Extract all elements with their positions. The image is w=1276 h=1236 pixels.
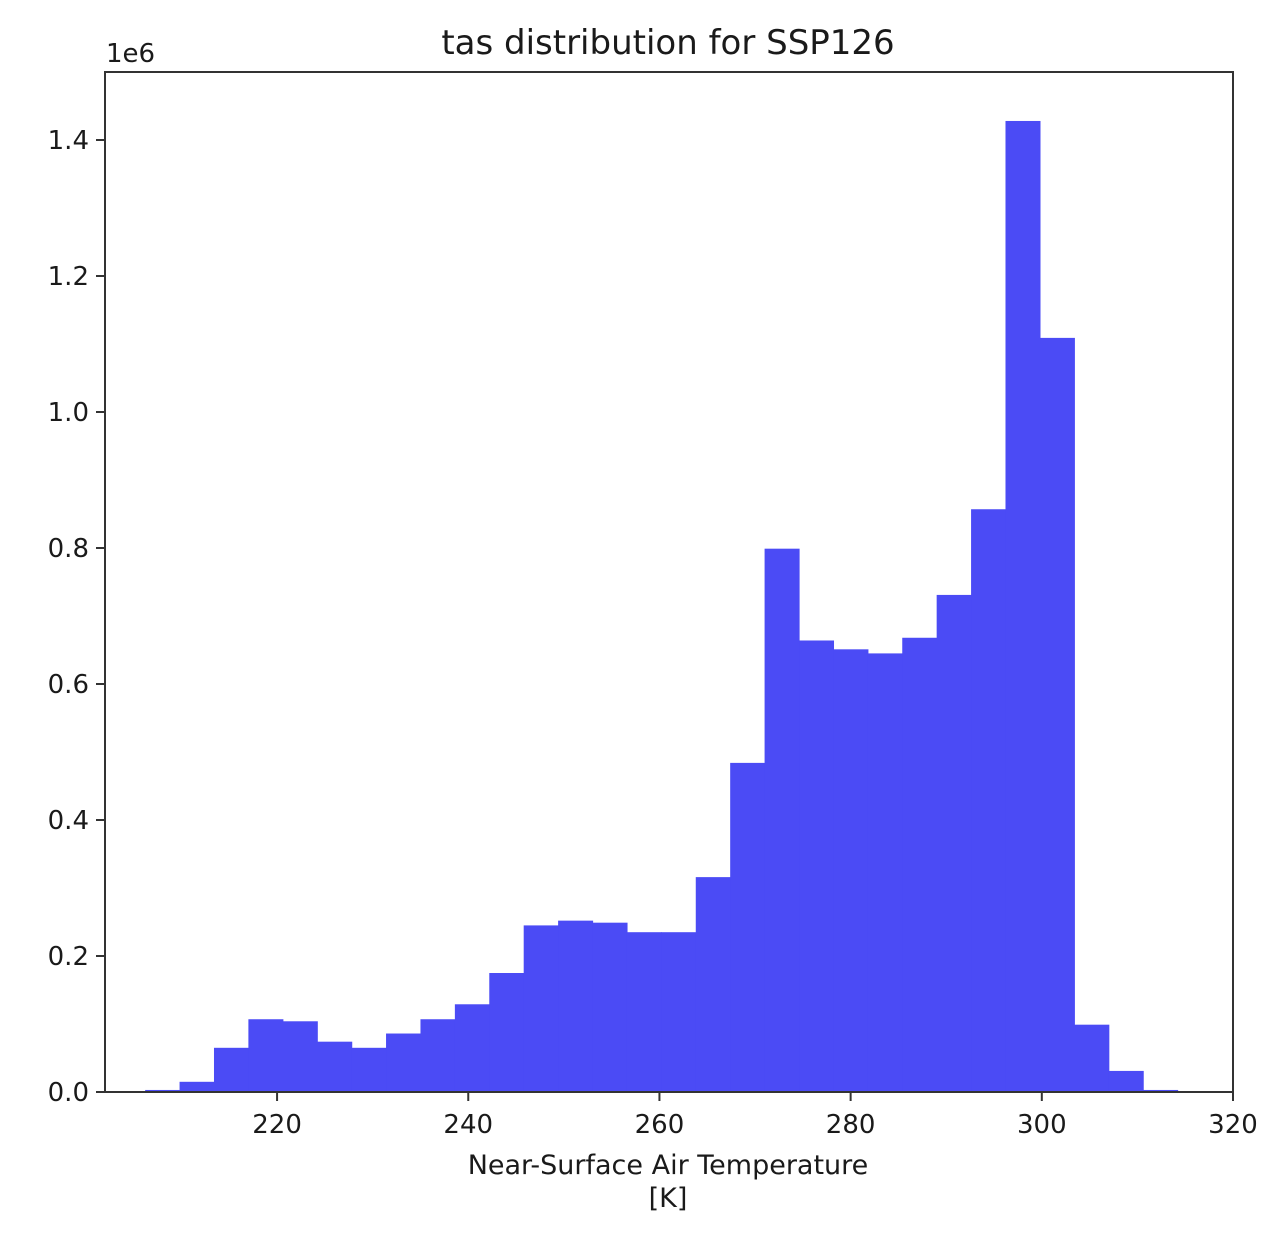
- histogram-bar: [213, 1047, 249, 1092]
- y-tick-label: 0.6: [48, 670, 89, 700]
- histogram-bar: [420, 1019, 456, 1092]
- y-tick-label: 0.4: [48, 806, 89, 836]
- histogram-bar: [454, 1004, 490, 1092]
- histogram-bar: [351, 1047, 387, 1092]
- x-tick-label: 300: [1017, 1110, 1067, 1140]
- histogram-bar: [661, 932, 697, 1092]
- histogram-bar: [730, 762, 766, 1092]
- histogram-bar: [1143, 1089, 1179, 1092]
- histogram-bars: [145, 120, 1179, 1092]
- x-axis-ticks: 220 240 260 280 300 320: [252, 1092, 1258, 1140]
- histogram-bar: [799, 640, 835, 1092]
- histogram-bar: [1074, 1024, 1110, 1092]
- histogram-bar: [523, 925, 559, 1092]
- x-axis-units-label: [K]: [649, 1183, 688, 1214]
- y-tick-label: 0.2: [48, 942, 89, 972]
- histogram-bar: [179, 1081, 215, 1092]
- y-tick-label: 0.8: [48, 534, 89, 564]
- axes-frame: [104, 71, 1234, 1093]
- y-tick-label: 1.4: [48, 126, 89, 156]
- histogram-bar: [695, 877, 731, 1092]
- histogram-bar: [833, 649, 869, 1092]
- x-tick-label: 220: [252, 1110, 302, 1140]
- histogram-bar: [1108, 1070, 1144, 1092]
- y-axis-offset-label: 1e6: [106, 39, 155, 69]
- x-tick-label: 240: [443, 1110, 493, 1140]
- histogram-bar: [558, 920, 594, 1092]
- histogram-bar: [282, 1021, 318, 1092]
- histogram-bar: [971, 509, 1007, 1092]
- y-tick-label: 1.0: [48, 398, 89, 428]
- histogram-bar: [1039, 337, 1075, 1092]
- histogram-bar: [902, 637, 938, 1092]
- y-tick-label: 1.2: [48, 262, 89, 292]
- x-tick-label: 280: [826, 1110, 876, 1140]
- histogram-bar: [764, 548, 800, 1092]
- x-tick-label: 260: [635, 1110, 685, 1140]
- histogram-bar: [867, 653, 903, 1092]
- histogram-bar: [1005, 120, 1041, 1092]
- x-axis-label: Near-Surface Air Temperature: [468, 1150, 869, 1181]
- histogram-bar: [145, 1089, 181, 1092]
- histogram-bar: [489, 973, 525, 1092]
- histogram-bar: [248, 1019, 284, 1092]
- y-axis-ticks: 0.0 0.2 0.4 0.6 0.8 1.0 1.2 1.4: [48, 126, 105, 1108]
- x-tick-label: 320: [1208, 1110, 1258, 1140]
- histogram-bar: [936, 594, 972, 1092]
- histogram-bar: [592, 922, 628, 1092]
- histogram-bar: [317, 1041, 353, 1092]
- histogram-bar: [626, 932, 662, 1092]
- histogram-bar: [386, 1033, 422, 1092]
- y-tick-label: 0.0: [48, 1078, 89, 1108]
- chart-title: tas distribution for SSP126: [441, 23, 894, 63]
